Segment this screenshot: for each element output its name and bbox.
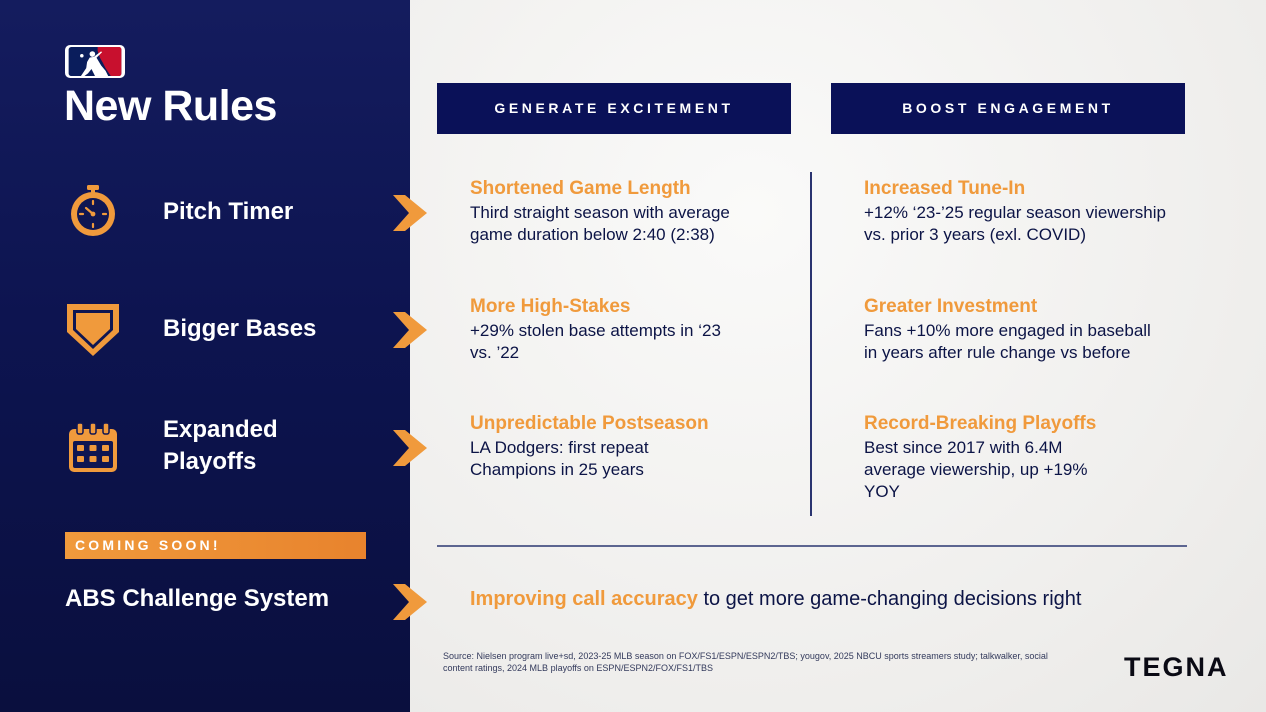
stat-title: Unpredictable Postseason xyxy=(470,413,709,434)
chevron-right-icon xyxy=(393,430,427,466)
stat-desc-line: vs. prior 3 years (exl. COVID) xyxy=(864,225,1086,244)
left-panel xyxy=(0,0,410,712)
abs-description: Improving call accuracy to get more game… xyxy=(470,588,1081,611)
stat-desc: Fans +10% more engaged in baseball in ye… xyxy=(864,320,1151,364)
stat-desc-line: LA Dodgers: first repeat xyxy=(470,438,649,457)
stat-record-breaking-playoffs: Record-Breaking Playoffs Best since 2017… xyxy=(864,412,1096,503)
stat-desc-line: in years after rule change vs before xyxy=(864,343,1131,362)
source-note: Source: Nielsen program live+sd, 2023-25… xyxy=(443,650,1083,674)
rule-label-expanded-playoffs: Expanded Playoffs xyxy=(163,414,278,478)
section-divider xyxy=(437,545,1187,547)
stat-desc-line: Fans +10% more engaged in baseball xyxy=(864,321,1151,340)
stat-title: Greater Investment xyxy=(864,296,1038,317)
stat-increased-tune-in: Increased Tune-In +12% ‘23-’25 regular s… xyxy=(864,177,1166,246)
coming-soon-badge: COMING SOON! xyxy=(65,532,366,559)
stat-desc: Third straight season with average game … xyxy=(470,202,730,246)
rule-label-bigger-bases: Bigger Bases xyxy=(163,315,317,342)
stat-greater-investment: Greater Investment Fans +10% more engage… xyxy=(864,295,1151,364)
stat-desc-line: Champions in 25 years xyxy=(470,460,644,479)
stat-desc: LA Dodgers: first repeat Champions in 25… xyxy=(470,437,709,481)
abs-challenge-label: ABS Challenge System xyxy=(65,585,330,612)
rule-label-pitch-timer: Pitch Timer xyxy=(163,198,294,225)
stat-desc-line: +12% ‘23-’25 regular season viewership xyxy=(864,203,1166,222)
tegna-logo: TEGNA xyxy=(1124,652,1229,682)
stat-desc-line: YOY xyxy=(864,482,900,501)
stat-title: Record-Breaking Playoffs xyxy=(864,413,1097,434)
stat-desc: +12% ‘23-’25 regular season viewership v… xyxy=(864,202,1166,246)
source-line: content ratings, 2024 MLB playoffs on ES… xyxy=(443,663,713,673)
stat-desc-line: Best since 2017 with 6.4M xyxy=(864,438,1063,457)
stat-title: Shortened Game Length xyxy=(470,178,691,199)
stat-unpredictable-postseason: Unpredictable Postseason LA Dodgers: fir… xyxy=(470,412,709,481)
stat-desc: Best since 2017 with 6.4M average viewer… xyxy=(864,437,1096,503)
home-plate-icon xyxy=(65,302,121,358)
header-boost-engagement: BOOST ENGAGEMENT xyxy=(831,83,1185,134)
chevron-right-icon xyxy=(393,195,427,231)
stat-title: Increased Tune-In xyxy=(864,178,1026,199)
abs-highlight: Improving call accuracy xyxy=(470,588,698,610)
stat-desc-line: Third straight season with average xyxy=(470,203,730,222)
stat-desc-line: average viewership, up +19% xyxy=(864,460,1088,479)
header-generate-excitement: GENERATE EXCITEMENT xyxy=(437,83,791,134)
column-divider xyxy=(810,172,812,516)
mlb-logo xyxy=(65,45,125,78)
stat-desc-line: vs. ’22 xyxy=(470,343,520,362)
stopwatch-icon xyxy=(65,183,121,239)
chevron-right-icon xyxy=(393,584,427,620)
stat-desc-line: +29% stolen base attempts in ‘23 xyxy=(470,321,721,340)
stat-desc-line: game duration below 2:40 (2:38) xyxy=(470,225,715,244)
stat-desc: +29% stolen base attempts in ‘23 vs. ’22 xyxy=(470,320,721,364)
calendar-icon xyxy=(65,420,121,476)
rule-label-line: Playoffs xyxy=(163,448,257,475)
page-title: New Rules xyxy=(64,82,277,130)
stat-shortened-game-length: Shortened Game Length Third straight sea… xyxy=(470,177,730,246)
mlb-logo-icon xyxy=(68,47,122,76)
abs-rest: to get more game-changing decisions righ… xyxy=(697,588,1082,610)
source-line: Source: Nielsen program live+sd, 2023-25… xyxy=(443,651,1048,661)
stat-more-high-stakes: More High-Stakes +29% stolen base attemp… xyxy=(470,295,721,364)
chevron-right-icon xyxy=(393,312,427,348)
rule-label-line: Expanded xyxy=(163,416,278,443)
stat-title: More High-Stakes xyxy=(470,296,631,317)
